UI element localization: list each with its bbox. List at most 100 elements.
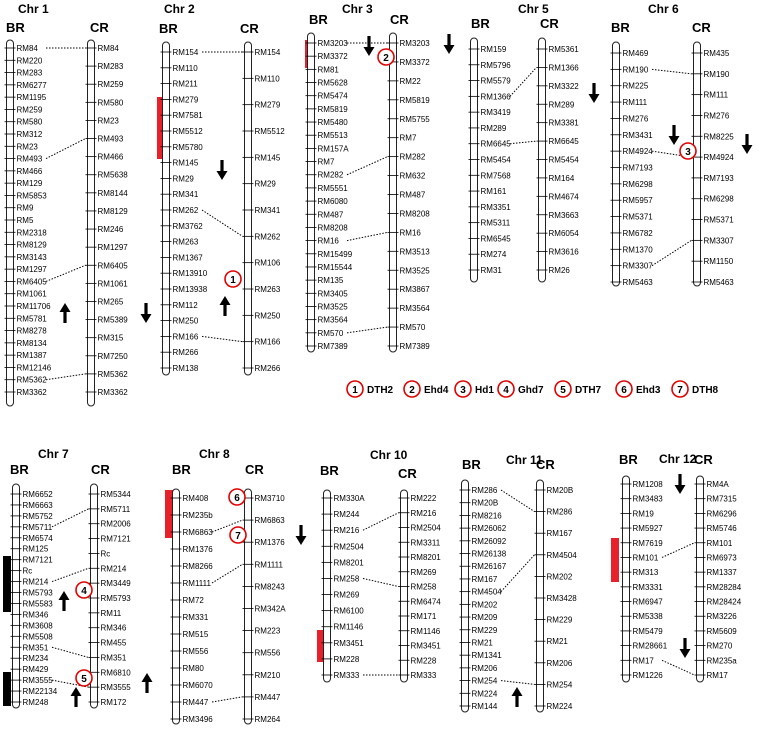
br-marker-label: RM6782 [623, 229, 654, 238]
br-marker-label: RM1226 [633, 671, 664, 680]
br-marker-label: RM129 [17, 179, 43, 188]
br-marker-label: RM229 [472, 626, 498, 635]
br-marker-label: RM515 [183, 630, 209, 639]
br-marker-label: RM5463 [623, 278, 654, 287]
cr-marker-label: RM3203 [400, 39, 431, 48]
br-marker-label: RM7 [318, 158, 335, 167]
br-marker-label: RM5508 [23, 632, 54, 641]
cr-marker-label: RM3525 [400, 266, 431, 275]
cr-marker-label: RM3710 [255, 494, 286, 503]
br-marker-label: RM6545 [481, 234, 512, 243]
br-marker-label: RM31 [481, 266, 503, 275]
black-region [3, 556, 11, 612]
svg-text:6: 6 [234, 493, 240, 504]
br-marker-label: RM5371 [623, 213, 654, 222]
chromosome-panel: Chr 3 BR CR RM3203 RM3372 RM81 RM5628 RM5474 RM5… [305, 2, 455, 353]
red-region [611, 538, 619, 582]
br-header: BR [320, 463, 339, 478]
marker-link [346, 326, 388, 334]
br-marker-label: RM5362 [17, 376, 48, 385]
br-marker-label: RM26138 [472, 550, 507, 559]
arrow-down-icon [674, 474, 686, 494]
cr-marker-label: RM8225 [704, 132, 735, 141]
cr-marker-label: RM7 [400, 134, 417, 143]
gene-circle: 7 [229, 526, 247, 544]
br-marker-label: RM125 [23, 545, 49, 554]
br-marker-label: RM330A [334, 494, 366, 503]
cr-marker-label: RM6054 [549, 229, 580, 238]
marker-link [509, 140, 537, 145]
br-marker-label: RM469 [623, 49, 649, 58]
br-marker-label: RM11706 [17, 302, 52, 311]
cr-marker-label: RM145 [255, 153, 281, 162]
br-marker-label: RM28661 [633, 642, 668, 651]
cr-marker-label: RM8129 [98, 207, 129, 216]
arrow-down-icon [140, 303, 152, 323]
marker-link [661, 659, 695, 676]
br-marker-label: RM15499 [318, 250, 353, 259]
chromosome-title: Chr 6 [648, 2, 679, 16]
br-marker-label: RM211 [173, 80, 199, 89]
cr-marker-label: RM346 [101, 624, 127, 633]
cr-chromosome-bar [87, 39, 95, 407]
cr-marker-label: RM254 [547, 680, 573, 689]
br-marker-label: RM19 [633, 509, 655, 518]
br-chromosome-bar [612, 41, 620, 287]
legend-number: 1 [352, 385, 358, 396]
cr-marker-label: RM264 [255, 715, 281, 724]
br-marker-label: RM81 [318, 65, 340, 74]
br-marker-label: RM5927 [633, 524, 664, 533]
br-marker-label: RM8201 [334, 558, 365, 567]
br-marker-label: RM8134 [17, 339, 48, 348]
br-marker-label: RM3431 [623, 131, 654, 140]
br-marker-label: RM1146 [334, 623, 364, 632]
cr-marker-label: RM5344 [101, 490, 132, 499]
cr-header: CR [540, 16, 559, 31]
cr-marker-label: RM341 [255, 206, 281, 215]
cr-marker-label: RM223 [255, 627, 281, 636]
br-marker-label: RM8216 [472, 511, 503, 520]
legend-number-circle [615, 380, 633, 398]
br-marker-label: RM1061 [17, 290, 48, 299]
cr-marker-label: RM570 [400, 323, 426, 332]
cr-marker-label: RM222 [411, 494, 437, 503]
cr-chromosome-bar [389, 32, 397, 353]
legend-number-circle [454, 380, 472, 398]
cr-marker-label: RM259 [98, 80, 124, 89]
br-header: BR [10, 462, 29, 477]
br-marker-label: RM209 [472, 613, 498, 622]
br-marker-label: RM166 [173, 332, 199, 341]
cr-marker-label: RM5793 [101, 594, 132, 603]
cr-marker-label: RM5454 [549, 156, 580, 165]
br-marker-label: RM101 [633, 553, 659, 562]
br-marker-label: RM8208 [318, 223, 349, 232]
br-marker-label: RM224 [472, 689, 498, 698]
br-marker-label: RM5311 [481, 219, 511, 228]
br-marker-label: RM286 [472, 486, 498, 495]
cr-marker-label: RM6973 [707, 553, 738, 562]
cr-marker-label: RM315 [98, 334, 124, 343]
marker-link [201, 209, 243, 237]
br-marker-label: RM5796 [481, 61, 512, 70]
cr-marker-label: RM20B [547, 486, 574, 495]
legend-gene: Ehd3 [636, 385, 661, 396]
cr-marker-label: RM5512 [255, 127, 286, 136]
cr-marker-label: RM228 [411, 656, 437, 665]
marker-link [509, 67, 537, 97]
marker-link [500, 680, 535, 685]
br-marker-label: RM235b [183, 511, 214, 520]
cr-marker-label: RM270 [707, 642, 733, 651]
br-marker-label: RM3203 [318, 39, 349, 48]
chromosome-title: Chr 12 [659, 452, 697, 466]
cr-marker-label: RM1146 [411, 627, 441, 636]
legend-number: 3 [460, 385, 466, 396]
svg-text:4: 4 [81, 586, 87, 597]
br-marker-label: RM279 [173, 95, 199, 104]
gene-legend: 1 DTH2 2 Ehd4 3 Hd1 4 Ghd7 5 DTH7 6 Ehd3 [346, 380, 719, 398]
arrow-up-icon [141, 673, 153, 693]
br-marker-label: RM220 [17, 56, 43, 65]
chromosome-panel: Chr 10 BR CR RM330A RM244 RM216 RM2504 RM8201 RM… [317, 448, 441, 683]
cr-marker-label: RM246 [98, 225, 124, 234]
chromosome-title: Chr 5 [518, 2, 549, 16]
cr-marker-label: RM5361 [549, 45, 580, 54]
